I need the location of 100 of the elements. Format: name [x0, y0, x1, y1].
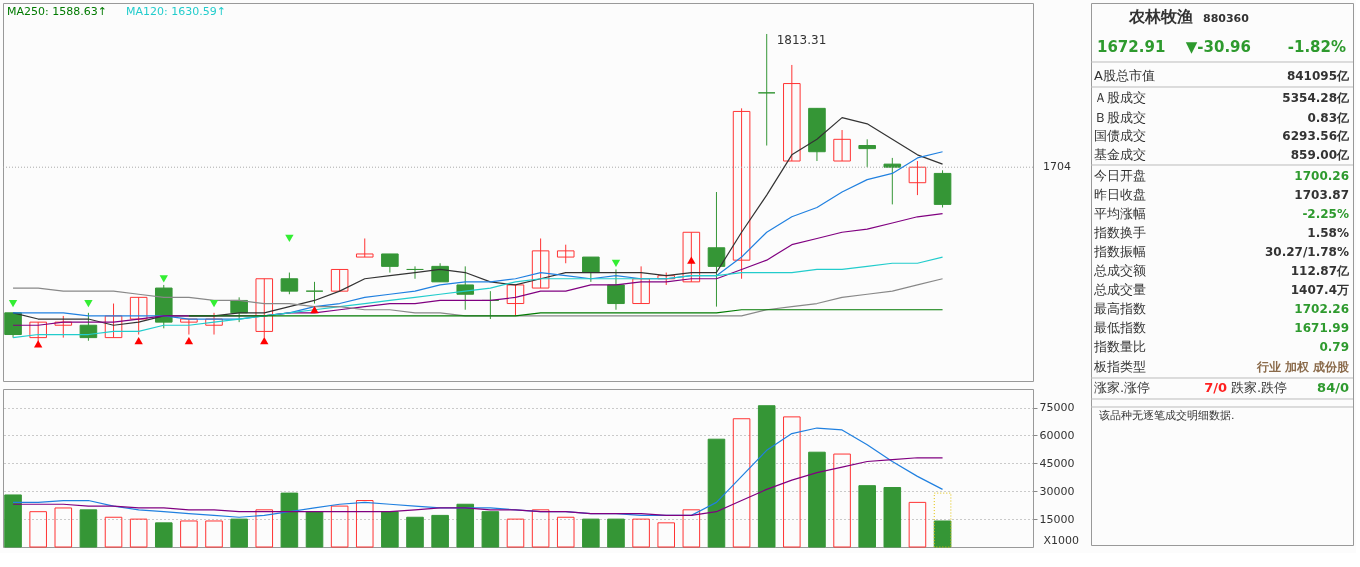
text: 30.27/1.78%	[1265, 245, 1349, 259]
bar	[808, 451, 826, 548]
point	[260, 337, 269, 345]
bar	[883, 487, 902, 548]
text: 1407.4万	[1290, 283, 1349, 297]
candlestick	[180, 318, 198, 336]
bar	[180, 520, 198, 548]
point	[84, 299, 93, 308]
bar	[79, 509, 98, 548]
candlestick	[4, 312, 22, 339]
text: 跌家.跌停	[1231, 380, 1288, 395]
text: 84/0	[1317, 380, 1349, 395]
text: 今日开盘	[1094, 168, 1146, 183]
text: 1700.26	[1294, 169, 1349, 183]
candlestick	[883, 157, 902, 205]
point	[184, 337, 194, 345]
text: -2.25%	[1302, 207, 1349, 221]
text: 1703.87	[1294, 188, 1349, 202]
bar	[607, 518, 625, 548]
text: 指数振幅	[1093, 244, 1146, 259]
text: 0.83亿	[1307, 111, 1350, 125]
bar	[230, 518, 248, 548]
candlestick	[54, 315, 73, 339]
bar	[632, 518, 650, 548]
point	[209, 299, 219, 308]
candlestick	[129, 296, 148, 336]
text: ▼-30.96	[1185, 38, 1251, 56]
candlestick	[582, 256, 600, 283]
candlestick	[908, 160, 927, 196]
line-series	[12, 457, 944, 516]
candlestick	[531, 237, 550, 289]
bar	[129, 518, 148, 548]
text: 基金成交	[1094, 147, 1146, 162]
candlestick	[79, 312, 98, 342]
candlestick	[406, 265, 424, 280]
y-tick-label: 75000	[1039, 401, 1075, 415]
bar	[4, 494, 22, 548]
text: 880360	[1203, 12, 1250, 25]
text: 7/0	[1204, 380, 1227, 395]
text: 板指类型	[1093, 359, 1146, 374]
text: 国债成交	[1094, 128, 1146, 143]
bar	[54, 507, 73, 548]
bar	[481, 511, 500, 548]
bar	[154, 522, 173, 548]
bar	[255, 509, 274, 548]
y-tick-label: 15000	[1039, 512, 1075, 526]
candlestick	[104, 303, 123, 339]
candlestick	[682, 231, 701, 283]
bar	[280, 492, 299, 548]
y-tick-label: 30000	[1039, 484, 1075, 498]
bar	[330, 505, 349, 548]
candlestick	[833, 129, 851, 162]
bar	[732, 418, 751, 548]
text: 0.79	[1319, 340, 1349, 354]
bar	[707, 438, 726, 548]
bar	[933, 492, 952, 548]
point	[159, 275, 168, 283]
text: 总成交额	[1093, 263, 1146, 278]
y-tick-label: 60000	[1039, 428, 1075, 442]
text: Ｂ股成交	[1094, 110, 1146, 125]
text: MA250: 1588.63↑	[7, 5, 107, 18]
candlestick	[556, 244, 575, 264]
text: 总成交量	[1093, 282, 1146, 297]
text: 指数量比	[1093, 339, 1146, 354]
point	[611, 259, 621, 267]
candlestick	[783, 64, 801, 162]
point	[310, 306, 319, 314]
text: 6293.56亿	[1282, 129, 1350, 143]
bar	[682, 509, 701, 548]
candlestick	[858, 138, 876, 168]
point	[285, 234, 294, 243]
text: 1702.26	[1294, 302, 1349, 316]
text: 涨家.涨停	[1094, 380, 1151, 395]
bar	[305, 511, 324, 548]
bar	[757, 405, 776, 548]
bar	[456, 503, 475, 548]
bar	[556, 516, 575, 548]
bar	[783, 416, 801, 548]
text: 最低指数	[1094, 320, 1146, 335]
annotation: 1813.31	[776, 32, 827, 47]
bar	[858, 485, 876, 548]
text: 昨日收盘	[1094, 187, 1146, 202]
bar	[205, 520, 223, 548]
text: 1672.91	[1097, 38, 1166, 56]
candlestick	[757, 33, 776, 147]
candlestick	[707, 191, 726, 308]
text: X1000	[1043, 534, 1079, 547]
text: A股总市值	[1094, 68, 1155, 83]
bar	[657, 522, 676, 548]
text: 5354.28亿	[1282, 91, 1350, 105]
text: 平均涨幅	[1094, 206, 1146, 221]
text: 1704	[1043, 160, 1071, 174]
candlestick	[330, 268, 349, 292]
text: 841095亿	[1286, 69, 1350, 83]
text: 859.00亿	[1290, 148, 1350, 162]
bar	[933, 520, 952, 548]
candlestick	[607, 268, 625, 311]
text: 112.87亿	[1290, 264, 1350, 278]
text: 1.58%	[1307, 226, 1349, 240]
point	[687, 256, 696, 264]
